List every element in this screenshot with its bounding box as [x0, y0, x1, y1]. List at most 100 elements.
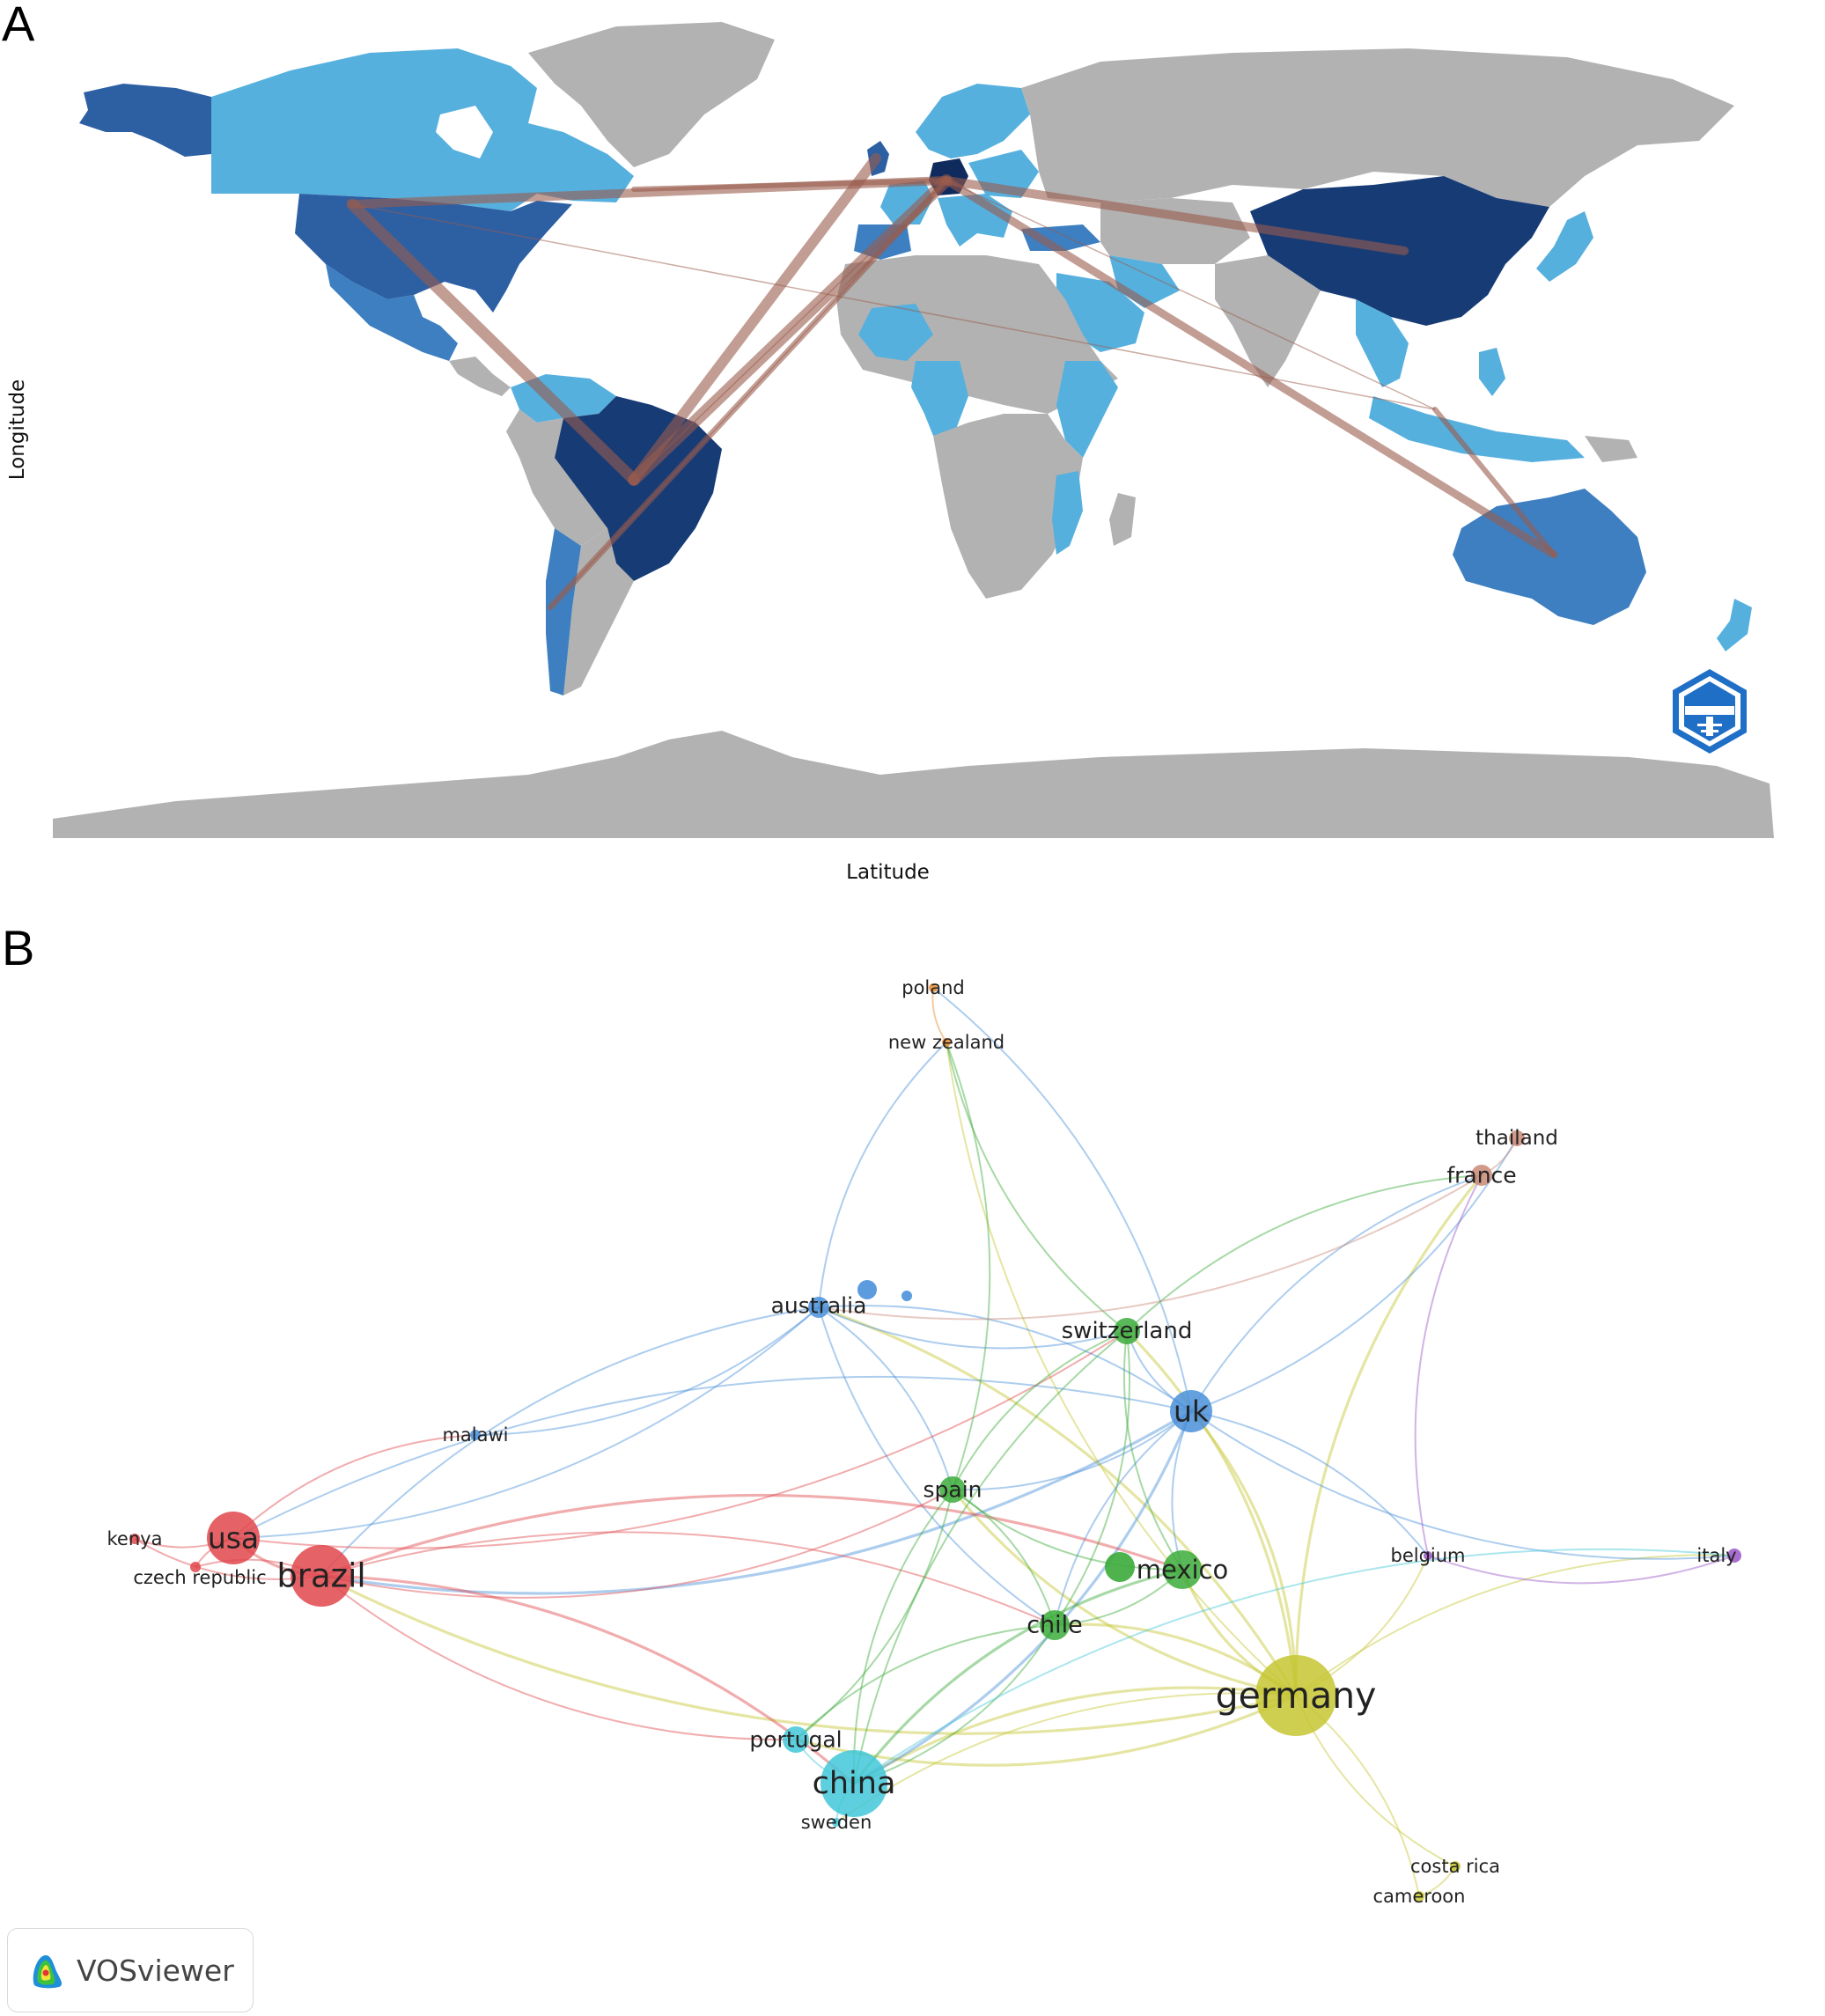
network-node-belgium[interactable] — [1424, 1551, 1432, 1560]
network-link — [818, 1306, 1298, 1696]
network-link — [1122, 1330, 1183, 1571]
network-node-australia[interactable] — [808, 1297, 829, 1318]
network-link — [320, 1575, 797, 1741]
network-node-malawi[interactable] — [470, 1430, 481, 1440]
network-link — [818, 1306, 1128, 1350]
network-link — [952, 1330, 1128, 1490]
network-link — [818, 1306, 1056, 1626]
network-label-sweden: sweden — [801, 1812, 872, 1833]
network-node-czech-republic[interactable] — [190, 1562, 201, 1572]
network-link — [932, 987, 1192, 1412]
network-link — [818, 1306, 953, 1490]
network-link — [952, 1489, 1183, 1571]
country-png — [1585, 436, 1637, 462]
network-link — [1294, 1174, 1483, 1696]
network-node-new-zealand[interactable] — [942, 1038, 951, 1047]
network-link — [320, 1531, 1056, 1626]
network-label-brazil: brazil — [276, 1557, 365, 1595]
hudson-bay — [436, 106, 493, 158]
country-turkey — [1021, 224, 1100, 251]
map-link-usa-brazil — [346, 198, 640, 486]
network-label-chile: chile — [1027, 1612, 1083, 1639]
network-link — [1189, 1409, 1298, 1696]
network-label-malawi: malawi — [442, 1424, 508, 1446]
collaboration-links — [346, 153, 1558, 611]
network-node-china[interactable] — [821, 1750, 887, 1817]
network-label-costa-rica: costa rica — [1410, 1856, 1500, 1877]
network-node-sweden[interactable] — [832, 1818, 841, 1827]
panel-b-letter: B — [2, 920, 35, 975]
country-new-zealand — [1717, 599, 1752, 651]
network-node-kenya[interactable] — [129, 1534, 140, 1544]
network-node-portugal[interactable] — [783, 1726, 809, 1753]
network-label-uk: uk — [1174, 1394, 1210, 1429]
network-link — [931, 987, 947, 1043]
network-label-spain: spain — [923, 1477, 982, 1503]
bibliometrix-logo-icon — [1673, 669, 1747, 754]
network-label-italy: italy — [1696, 1545, 1736, 1566]
country-indonesia — [1369, 396, 1585, 462]
country-scandinavia — [916, 84, 1030, 158]
network-node-germany[interactable] — [1255, 1655, 1336, 1736]
network-link — [1295, 1554, 1735, 1696]
network-label-mexico: mexico — [1137, 1555, 1229, 1585]
network-link — [852, 1568, 1183, 1784]
network-link — [320, 1409, 1192, 1595]
network-link — [1190, 1137, 1518, 1412]
network-label-poland: poland — [901, 977, 965, 998]
network-node-spain[interactable] — [939, 1476, 966, 1503]
network-node-chile[interactable] — [1040, 1610, 1070, 1640]
country-southern-africa — [933, 414, 1083, 599]
network-label-kenya: kenya — [107, 1528, 163, 1549]
network-node-uk[interactable] — [1170, 1390, 1212, 1432]
network-link — [1054, 1330, 1131, 1626]
network-link — [475, 1306, 820, 1436]
network-label-australia: australia — [771, 1293, 867, 1319]
vosviewer-badge: VOSviewer — [7, 1928, 254, 2012]
country-malawi-mozambique — [1052, 471, 1083, 555]
network-link — [818, 1305, 1192, 1412]
network-link — [951, 1488, 1297, 1697]
country-shapes — [53, 22, 1774, 838]
network-link — [320, 1306, 820, 1577]
network-node-costa-rica[interactable] — [1450, 1861, 1461, 1872]
network-node-usa[interactable] — [207, 1512, 260, 1564]
country-canada — [211, 48, 634, 211]
network-link — [946, 1041, 991, 1490]
network-link — [946, 1041, 1297, 1696]
network-node-cameroon[interactable] — [1414, 1891, 1424, 1902]
network-link — [320, 1493, 1183, 1578]
country-chile — [546, 528, 581, 695]
network-link — [853, 1548, 1735, 1784]
network-label-belgium: belgium — [1390, 1545, 1465, 1566]
collaboration-world-map — [51, 18, 1777, 838]
network-link — [952, 1410, 1192, 1491]
country-peru-bolivia — [506, 409, 607, 546]
country-mexico — [326, 264, 458, 361]
network-link — [1190, 1410, 1735, 1560]
network-node-italy[interactable] — [1727, 1549, 1741, 1563]
network-label-portugal: portugal — [749, 1727, 842, 1753]
network-node-france[interactable] — [1471, 1165, 1492, 1186]
network-node-thailand[interactable] — [1509, 1130, 1525, 1146]
map-link-germany-canada — [631, 178, 949, 192]
country-nigeria-cameroon — [911, 361, 968, 436]
country-alaska — [79, 84, 211, 157]
vosviewer-badge-text: VOSviewer — [77, 1953, 234, 1988]
network-link — [232, 1434, 476, 1539]
network-nodes — [129, 983, 1741, 1902]
network-node-mexico[interactable] — [1163, 1550, 1202, 1589]
network-link — [795, 1489, 953, 1740]
network-link — [818, 1041, 947, 1308]
network-node-brazil[interactable] — [291, 1545, 352, 1607]
network-link — [1054, 1410, 1192, 1626]
network-label-czech-republic: czech republic — [133, 1567, 266, 1588]
network-node-switzerland[interactable] — [1114, 1318, 1140, 1344]
network-label-cameroon: cameroon — [1373, 1886, 1466, 1907]
collaboration-network: poland new zealand thailand france australia… — [107, 977, 1741, 1907]
country-india — [1215, 255, 1321, 387]
network-links — [134, 987, 1735, 1897]
network-node-poland[interactable] — [929, 983, 938, 992]
country-philippines — [1479, 348, 1505, 396]
country-antarctica — [53, 731, 1774, 838]
